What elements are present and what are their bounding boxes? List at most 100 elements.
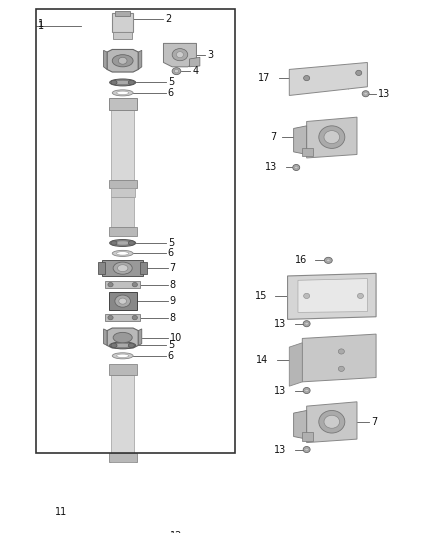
Text: 10: 10 — [170, 333, 182, 343]
Ellipse shape — [364, 92, 367, 95]
Ellipse shape — [356, 70, 362, 76]
Polygon shape — [190, 57, 200, 67]
Polygon shape — [103, 50, 107, 69]
Ellipse shape — [93, 509, 101, 515]
Polygon shape — [99, 528, 109, 533]
Ellipse shape — [114, 241, 131, 245]
Bar — [302, 148, 313, 156]
Bar — [302, 432, 313, 441]
Bar — [36, 9, 236, 453]
Ellipse shape — [117, 91, 129, 94]
Ellipse shape — [128, 343, 134, 348]
Ellipse shape — [113, 262, 132, 274]
Ellipse shape — [114, 343, 131, 348]
Ellipse shape — [110, 342, 136, 349]
Text: 5: 5 — [168, 341, 174, 350]
Text: 6: 6 — [168, 88, 174, 98]
Bar — [111, 375, 134, 453]
Text: 6: 6 — [168, 351, 174, 361]
Ellipse shape — [304, 293, 310, 298]
Bar — [110, 188, 135, 197]
Ellipse shape — [174, 69, 179, 73]
Ellipse shape — [132, 282, 138, 287]
Text: 2: 2 — [165, 14, 171, 24]
Bar — [113, 32, 132, 39]
Ellipse shape — [132, 316, 138, 320]
Polygon shape — [163, 43, 196, 67]
Bar — [140, 262, 147, 274]
Ellipse shape — [305, 322, 308, 325]
Bar — [102, 260, 144, 276]
Ellipse shape — [112, 353, 133, 359]
Polygon shape — [138, 50, 142, 69]
Polygon shape — [298, 279, 367, 312]
Text: 13: 13 — [274, 385, 286, 395]
Text: 7: 7 — [170, 263, 176, 273]
Ellipse shape — [110, 239, 136, 246]
Bar — [109, 228, 137, 236]
Ellipse shape — [305, 448, 308, 451]
Ellipse shape — [172, 68, 181, 75]
Text: 15: 15 — [254, 291, 267, 301]
Text: 8: 8 — [170, 280, 176, 289]
Bar — [111, 110, 134, 180]
Ellipse shape — [304, 76, 310, 80]
Bar — [109, 293, 137, 310]
Text: 11: 11 — [55, 507, 67, 517]
Polygon shape — [302, 334, 376, 382]
Ellipse shape — [95, 510, 99, 514]
Ellipse shape — [128, 241, 134, 245]
Ellipse shape — [294, 166, 298, 169]
Text: 4: 4 — [192, 66, 198, 76]
Polygon shape — [293, 410, 307, 439]
Polygon shape — [107, 50, 138, 72]
Polygon shape — [103, 478, 107, 495]
Text: 13: 13 — [274, 319, 286, 329]
Bar — [112, 13, 133, 32]
Text: 13: 13 — [378, 88, 390, 99]
Ellipse shape — [117, 354, 129, 358]
Polygon shape — [107, 328, 138, 348]
Ellipse shape — [362, 91, 369, 97]
Ellipse shape — [338, 366, 344, 372]
Ellipse shape — [303, 447, 310, 453]
Ellipse shape — [325, 257, 332, 263]
Ellipse shape — [118, 57, 127, 64]
Ellipse shape — [112, 251, 133, 256]
Ellipse shape — [303, 321, 310, 327]
Polygon shape — [307, 117, 357, 158]
Bar — [105, 281, 140, 288]
Ellipse shape — [324, 415, 339, 429]
Polygon shape — [289, 343, 302, 386]
Bar — [97, 528, 149, 533]
Ellipse shape — [114, 80, 131, 85]
Ellipse shape — [303, 387, 310, 393]
Ellipse shape — [177, 52, 184, 58]
Ellipse shape — [108, 316, 113, 320]
Ellipse shape — [108, 282, 113, 287]
Ellipse shape — [357, 293, 364, 298]
Text: 1: 1 — [38, 19, 44, 29]
Text: 1: 1 — [38, 21, 44, 31]
Text: 5: 5 — [168, 238, 174, 248]
Bar — [111, 197, 134, 228]
Text: 16: 16 — [294, 255, 307, 265]
Text: 9: 9 — [170, 296, 176, 306]
Ellipse shape — [319, 410, 345, 433]
Text: 6: 6 — [168, 248, 174, 259]
Ellipse shape — [110, 79, 136, 86]
Ellipse shape — [128, 80, 134, 85]
Ellipse shape — [327, 259, 330, 262]
Ellipse shape — [138, 530, 142, 533]
Bar — [115, 11, 131, 15]
Ellipse shape — [338, 349, 344, 354]
Ellipse shape — [111, 241, 117, 245]
Text: 17: 17 — [258, 73, 270, 83]
Ellipse shape — [117, 252, 129, 255]
Text: 13: 13 — [265, 163, 277, 173]
Bar — [99, 262, 105, 274]
Bar — [110, 462, 135, 469]
Ellipse shape — [305, 389, 308, 392]
Ellipse shape — [111, 343, 117, 348]
Ellipse shape — [113, 482, 132, 492]
